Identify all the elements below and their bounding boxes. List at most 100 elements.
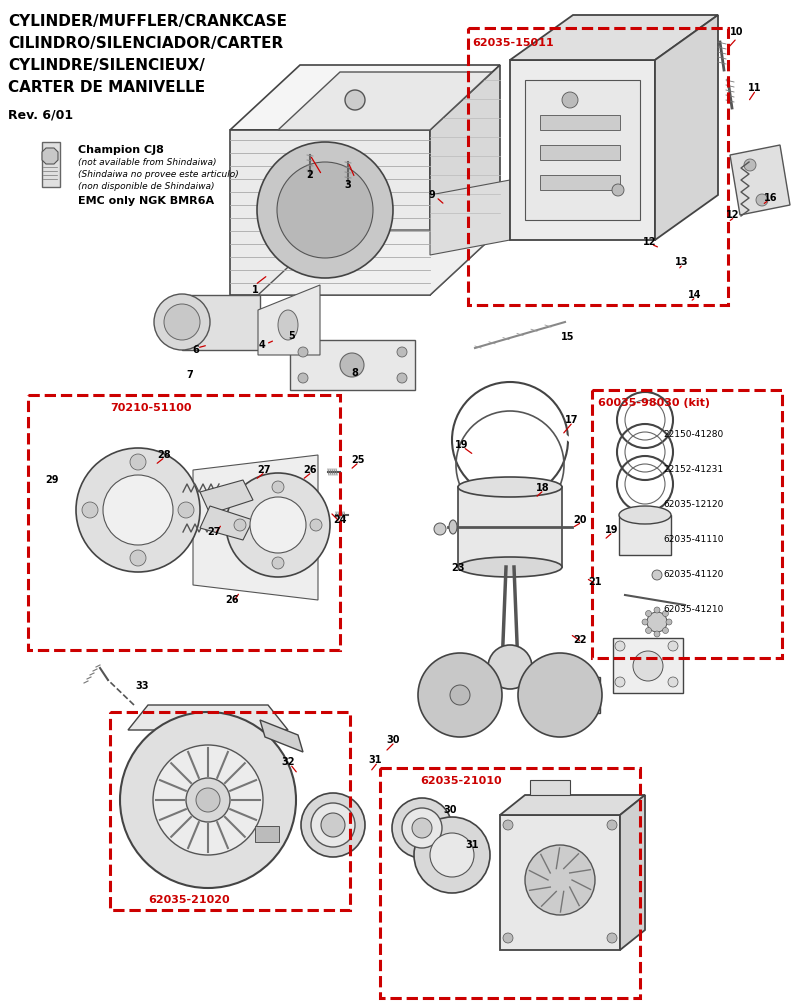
Polygon shape — [42, 148, 58, 164]
Polygon shape — [258, 285, 320, 355]
Polygon shape — [510, 15, 718, 60]
Text: Rev. 6/01: Rev. 6/01 — [8, 108, 73, 121]
Bar — [619, 515, 671, 555]
Circle shape — [654, 607, 660, 613]
Text: 3: 3 — [345, 180, 351, 190]
Text: 31: 31 — [369, 755, 382, 765]
Circle shape — [615, 677, 625, 687]
Text: 18: 18 — [536, 483, 550, 493]
Polygon shape — [430, 65, 500, 295]
Text: CARTER DE MANIVELLE: CARTER DE MANIVELLE — [8, 80, 205, 95]
Text: 22: 22 — [573, 635, 587, 645]
Text: 31: 31 — [465, 840, 479, 850]
Text: CILINDRO/SILENCIADOR/CARTER: CILINDRO/SILENCIADOR/CARTER — [8, 36, 283, 51]
Text: (Shindaiwa no provee este articulo): (Shindaiwa no provee este articulo) — [78, 170, 239, 179]
Circle shape — [744, 159, 756, 171]
Bar — [540, 175, 620, 190]
Circle shape — [756, 194, 768, 206]
Bar — [380, 768, 640, 998]
Text: 6: 6 — [193, 345, 199, 355]
Circle shape — [668, 641, 678, 651]
Polygon shape — [278, 72, 492, 130]
Text: 23: 23 — [451, 563, 465, 573]
Text: 26: 26 — [303, 465, 316, 475]
Circle shape — [414, 817, 490, 893]
Text: 14: 14 — [688, 290, 702, 300]
Text: 27: 27 — [207, 527, 221, 537]
Polygon shape — [430, 677, 488, 713]
Circle shape — [196, 788, 220, 812]
Polygon shape — [193, 455, 318, 600]
Circle shape — [645, 611, 652, 617]
Text: EMC only NGK BMR6A: EMC only NGK BMR6A — [78, 196, 214, 206]
Ellipse shape — [458, 557, 562, 577]
Circle shape — [178, 502, 194, 518]
Polygon shape — [530, 780, 570, 795]
Bar — [42, 142, 60, 187]
Text: 12: 12 — [643, 237, 657, 247]
Circle shape — [562, 92, 578, 108]
Polygon shape — [500, 815, 620, 950]
Text: 13: 13 — [676, 257, 689, 267]
Text: 25: 25 — [351, 455, 365, 465]
Text: 70210-51100: 70210-51100 — [110, 403, 191, 413]
Circle shape — [503, 820, 513, 830]
Circle shape — [311, 803, 355, 847]
Circle shape — [430, 833, 474, 877]
Circle shape — [654, 631, 660, 637]
Bar — [110, 712, 350, 910]
Text: 19: 19 — [456, 440, 469, 450]
Ellipse shape — [619, 506, 671, 524]
Circle shape — [321, 813, 345, 837]
Circle shape — [130, 454, 146, 470]
Ellipse shape — [278, 310, 298, 340]
Text: 29: 29 — [45, 475, 59, 485]
Polygon shape — [730, 145, 790, 215]
Text: 8: 8 — [351, 368, 358, 378]
Circle shape — [402, 808, 442, 848]
Circle shape — [652, 570, 662, 580]
Text: 62035-21020: 62035-21020 — [148, 895, 229, 905]
Text: 7: 7 — [187, 370, 193, 380]
Text: Champion CJ8: Champion CJ8 — [78, 145, 164, 155]
Circle shape — [633, 651, 663, 681]
Circle shape — [397, 373, 407, 383]
Bar — [592, 390, 782, 658]
Circle shape — [298, 347, 308, 357]
Text: 30: 30 — [443, 805, 456, 815]
Bar — [540, 145, 620, 160]
Text: 33: 33 — [135, 681, 149, 691]
Text: 17: 17 — [566, 415, 579, 425]
Text: 21: 21 — [589, 577, 602, 587]
Ellipse shape — [449, 520, 457, 534]
Polygon shape — [260, 720, 303, 752]
Text: 11: 11 — [748, 83, 762, 93]
Text: 1: 1 — [252, 285, 259, 295]
Text: 22150-41280: 22150-41280 — [663, 430, 723, 439]
Text: 62035-41110: 62035-41110 — [663, 535, 724, 544]
Circle shape — [154, 294, 210, 350]
Circle shape — [418, 653, 502, 737]
Polygon shape — [258, 230, 500, 295]
Text: CYLINDER/MUFFLER/CRANKCASE: CYLINDER/MUFFLER/CRANKCASE — [8, 14, 287, 29]
Text: 24: 24 — [333, 515, 346, 525]
Text: 2: 2 — [307, 170, 313, 180]
Bar — [613, 638, 683, 694]
Circle shape — [450, 685, 470, 705]
Text: (not available from Shindaiwa): (not available from Shindaiwa) — [78, 158, 217, 167]
Circle shape — [488, 645, 532, 689]
Text: 30: 30 — [386, 735, 399, 745]
Circle shape — [607, 820, 617, 830]
Circle shape — [615, 641, 625, 651]
Circle shape — [412, 818, 432, 838]
Polygon shape — [230, 130, 430, 295]
Text: 62035-41210: 62035-41210 — [663, 605, 724, 614]
Text: 10: 10 — [730, 27, 744, 37]
Text: 62035-21010: 62035-21010 — [420, 776, 501, 786]
Circle shape — [518, 653, 602, 737]
Circle shape — [120, 712, 296, 888]
Circle shape — [663, 628, 668, 633]
Polygon shape — [430, 180, 510, 255]
Polygon shape — [500, 795, 645, 815]
Circle shape — [612, 184, 624, 196]
